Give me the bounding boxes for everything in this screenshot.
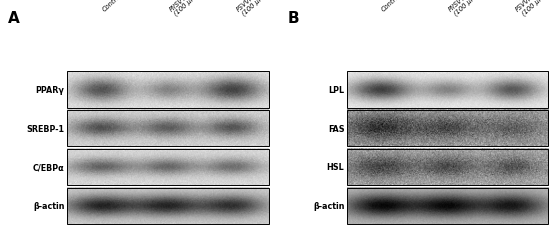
Bar [347, 72, 548, 108]
Text: β-actin: β-actin [313, 201, 345, 210]
Text: Control: Control [381, 0, 403, 12]
Text: PIISVYWK
(100 μM): PIISVYWK (100 μM) [448, 0, 480, 18]
Bar [347, 188, 548, 224]
Bar [68, 110, 269, 147]
Text: HSL: HSL [327, 163, 345, 172]
Text: Control: Control [101, 0, 123, 12]
Bar [68, 72, 269, 108]
Text: PPARγ: PPARγ [36, 85, 65, 94]
Text: LPL: LPL [329, 85, 345, 94]
Text: FSVVPSPK
(100 μM): FSVVPSPK (100 μM) [515, 0, 548, 18]
Text: A: A [8, 11, 20, 26]
Text: PIISVYWK
(100 μM): PIISVYWK (100 μM) [168, 0, 200, 18]
Text: B: B [288, 11, 300, 26]
Text: FAS: FAS [328, 124, 345, 133]
Text: β-actin: β-actin [33, 201, 65, 210]
Bar [68, 188, 269, 224]
Bar [347, 149, 548, 185]
Bar [347, 110, 548, 147]
Text: SREBP-1: SREBP-1 [27, 124, 65, 133]
Text: FSVVPSPK
(100 μM): FSVVPSPK (100 μM) [235, 0, 269, 18]
Bar [68, 149, 269, 185]
Text: C/EBPα: C/EBPα [33, 163, 65, 172]
